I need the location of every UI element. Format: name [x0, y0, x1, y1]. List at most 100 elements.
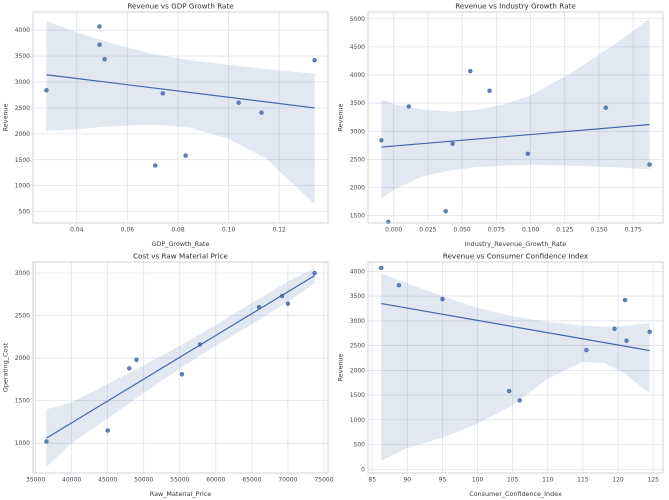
x-tick-label: 0.10	[222, 227, 236, 234]
scatter-point	[525, 151, 530, 157]
scatter-point	[183, 153, 188, 158]
scatter-point	[647, 329, 652, 335]
x-tick-label: 0.04	[70, 227, 84, 234]
y-tick-label: 500	[19, 209, 31, 216]
x-tick-label: 100	[471, 477, 483, 484]
x-tick-label: 0.000	[385, 227, 402, 234]
x-tick-label: 0.06	[121, 227, 135, 234]
scatter-point	[102, 57, 107, 62]
scatter-point	[623, 338, 629, 343]
y-tick-label: 1500	[349, 213, 364, 220]
y-axis-label: Operating_Cost	[2, 342, 10, 392]
x-tick-label: 0.050	[453, 227, 470, 234]
y-tick-label: 4000	[349, 268, 364, 275]
x-tick-label: 0.08	[171, 227, 185, 234]
y-tick-label: 2500	[15, 105, 30, 112]
scatter-point	[396, 283, 401, 288]
x-tick-label: 70000	[278, 477, 297, 484]
y-axis-label: Revenue	[336, 104, 344, 132]
scatter-point	[236, 100, 241, 105]
subplot-revenue-vs-gdp-growth: 0.04 0.06 0.08 0.10 0.12 500 1000 1500 2000 2500 3…	[0, 0, 335, 250]
scatter-point	[197, 342, 203, 347]
y-tick-label: 4000	[15, 27, 30, 34]
x-tick-label: 0.100	[522, 227, 539, 234]
scatter-point	[179, 372, 185, 377]
x-axis-label: Industry_Revenue_Growth_Rate	[464, 240, 566, 248]
confidence-band	[380, 273, 650, 461]
y-tick-label: 0	[361, 466, 365, 473]
x-tick-label: 0.12	[273, 227, 287, 234]
chart-cost-vs-raw-material-price: 35000 40000 45000 50000 55000 60000 65000 70000…	[2, 252, 334, 499]
y-tick-label: 2000	[349, 367, 364, 374]
x-tick-label: 125	[647, 477, 659, 484]
scatter-point	[44, 439, 49, 444]
scatter-point	[312, 270, 317, 276]
subplot-revenue-vs-consumer-confidence: 85 90 95 100 105 110 115 120 125 0 500 1000 1500 2000…	[335, 250, 669, 500]
y-tick-label: 4000	[349, 72, 364, 79]
y-tick-label: 3000	[15, 270, 30, 277]
scatter-point	[622, 297, 627, 303]
regression-line	[46, 74, 315, 109]
y-tick-label: 2500	[15, 313, 30, 320]
y-tick-label: 3500	[349, 100, 364, 107]
y-tick-label: 1000	[15, 440, 30, 447]
scatter-point	[583, 347, 589, 353]
y-tick-label: 1000	[349, 417, 364, 424]
axes-border	[367, 261, 663, 474]
scatter-point	[127, 366, 132, 371]
y-tick-label: 1500	[15, 398, 30, 405]
scatter-point	[611, 326, 617, 332]
axes-border	[367, 11, 663, 224]
scatter-point	[449, 141, 455, 146]
y-tick-label: 3500	[349, 293, 364, 300]
x-tick-label: 85	[368, 477, 376, 484]
scatter-point	[285, 301, 291, 306]
x-tick-label: 110	[542, 477, 554, 484]
x-tick-label: 120	[612, 477, 624, 484]
x-axis-label: Consumer_Confidence_Index	[469, 490, 562, 498]
y-tick-label: 2000	[349, 185, 364, 192]
scatter-point	[378, 138, 384, 143]
axes-border	[32, 11, 329, 224]
scatter-point	[486, 88, 492, 94]
x-tick-label: 75000	[314, 477, 333, 484]
y-tick-label: 4500	[349, 44, 364, 51]
x-tick-label: 0.025	[419, 227, 436, 234]
scatter-point	[134, 357, 139, 363]
regression-line	[380, 302, 650, 352]
y-tick-label: 2500	[349, 156, 364, 163]
regression-line	[380, 123, 650, 148]
chart-title: Revenue vs Consumer Confidence Index	[442, 252, 588, 261]
plot-area	[367, 262, 663, 473]
x-tick-label: 50000	[134, 477, 153, 484]
subplot-revenue-vs-industry-growth: 0.000 0.025 0.050 0.075 0.100 0.125 0.150 0.175…	[335, 0, 669, 250]
x-tick-label: 90	[403, 477, 411, 484]
chart-revenue-vs-consumer-confidence: 85 90 95 100 105 110 115 120 125 0 500 1000 1500 2000…	[336, 252, 663, 498]
y-tick-label: 3000	[349, 318, 364, 325]
y-tick-label: 1500	[349, 392, 364, 399]
scatter-point	[506, 388, 511, 394]
x-tick-label: 105	[506, 477, 518, 484]
scatter-point	[97, 42, 102, 47]
chart-revenue-vs-industry-growth: 0.000 0.025 0.050 0.075 0.100 0.125 0.150 0.175…	[336, 2, 663, 248]
confidence-band	[46, 268, 315, 467]
x-tick-label: 40000	[62, 477, 81, 484]
y-tick-label: 3500	[15, 53, 30, 60]
axes-border	[32, 261, 329, 474]
scatter-point	[467, 68, 473, 74]
chart-title: Cost vs Raw Material Price	[133, 252, 229, 261]
x-axis-label: GDP_Growth_Rate	[152, 240, 210, 248]
x-tick-label: 0.075	[487, 227, 504, 234]
x-tick-label: 0.150	[590, 227, 607, 234]
scatter-point	[378, 265, 383, 271]
x-tick-label: 55000	[170, 477, 189, 484]
subplot-cost-vs-raw-material-price: 35000 40000 45000 50000 55000 60000 65000 70000…	[0, 250, 335, 500]
y-tick-label: 2500	[349, 343, 364, 350]
y-axis-label: Revenue	[2, 104, 10, 132]
scatter-point	[44, 88, 49, 93]
chart-title: Revenue vs GDP Growth Rate	[127, 2, 234, 11]
scatter-point	[646, 162, 652, 167]
scatter-point	[442, 208, 448, 214]
y-tick-label: 3000	[15, 79, 30, 86]
x-axis-label: Raw_Material_Price	[150, 490, 211, 498]
